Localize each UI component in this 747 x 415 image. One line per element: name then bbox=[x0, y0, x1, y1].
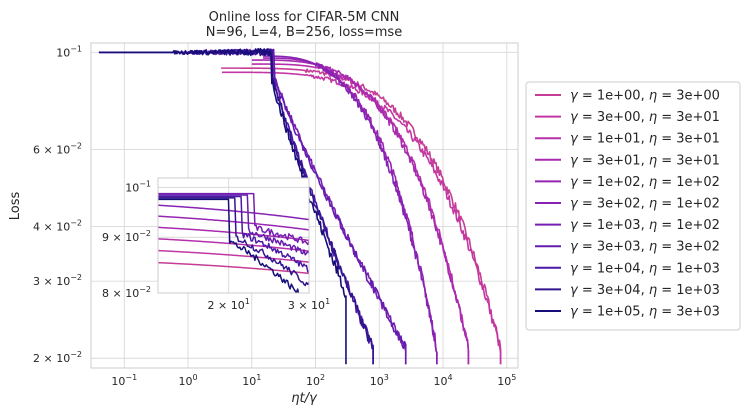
inset-series-line bbox=[158, 195, 309, 273]
legend-label: γ = 1e+02, η = 1e+02 bbox=[570, 175, 720, 190]
inset-series-line bbox=[158, 261, 309, 275]
inset-series-line bbox=[158, 197, 309, 287]
inset-series-line bbox=[158, 192, 309, 246]
inset-plot-series bbox=[158, 192, 309, 293]
x-tick-label: 105 bbox=[497, 373, 516, 388]
inset-series-line bbox=[158, 238, 309, 252]
inset-y-tick-label: 10−1 bbox=[125, 179, 151, 194]
x-tick-label: 101 bbox=[242, 373, 261, 388]
inset-y-tick-label: 8 × 10−2 bbox=[102, 285, 151, 300]
legend-label: γ = 1e+05, η = 3e+03 bbox=[570, 305, 720, 320]
series-line bbox=[262, 55, 438, 365]
main-plot-series bbox=[98, 47, 502, 365]
legend-label: γ = 3e+03, η = 3e+02 bbox=[570, 240, 720, 255]
y-tick-label: 6 × 10−2 bbox=[33, 141, 82, 156]
inset-series-line bbox=[158, 204, 309, 221]
inset-tick-labels: 2 × 101 3 × 101 10−1 9 × 10−2 8 × 10−2 bbox=[102, 179, 330, 312]
inset-series-line bbox=[158, 198, 300, 293]
inset-x-tick-label: 2 × 101 bbox=[208, 297, 250, 312]
inset-y-tick-label: 9 × 10−2 bbox=[102, 229, 151, 244]
y-tick-label: 4 × 10−2 bbox=[33, 218, 82, 233]
main-tick-labels: 10−1 100 101 102 103 104 105 10−1 6 × 10−2 4 × 10… bbox=[33, 44, 516, 388]
series-line bbox=[251, 59, 470, 365]
series-line bbox=[221, 67, 502, 365]
main-axes-frame bbox=[90, 42, 519, 369]
inset-series-line bbox=[158, 249, 309, 263]
legend-label: γ = 3e+04, η = 1e+03 bbox=[570, 283, 720, 298]
legend-box bbox=[525, 81, 741, 331]
x-tick-label: 100 bbox=[179, 373, 198, 388]
chart-title: Online loss for CIFAR-5M CNN bbox=[209, 10, 400, 25]
x-tick-label: 10−1 bbox=[111, 373, 137, 388]
y-tick-label: 3 × 10−2 bbox=[33, 273, 82, 288]
legend-label: γ = 3e+00, η = 3e+01 bbox=[570, 110, 720, 125]
x-tick-label: 102 bbox=[306, 373, 325, 388]
legend-label: γ = 1e+01, η = 3e+01 bbox=[570, 132, 720, 147]
inset-axes-frame bbox=[157, 177, 310, 294]
inset-series-line bbox=[158, 194, 309, 256]
y-tick-label: 2 × 10−2 bbox=[33, 350, 82, 365]
inset-series-line bbox=[158, 226, 309, 242]
inset-x-tick-label: 3 × 101 bbox=[288, 297, 330, 312]
chart-subtitle: N=96, L=4, B=256, loss=mse bbox=[206, 25, 402, 40]
legend: γ = 1e+00, η = 3e+00 γ = 3e+00, η = 3e+01… bbox=[535, 89, 720, 320]
legend-label: γ = 3e+01, η = 3e+01 bbox=[570, 153, 720, 168]
legend-label: γ = 1e+04, η = 1e+03 bbox=[570, 261, 720, 276]
inset-series-line bbox=[158, 215, 309, 231]
x-tick-label: 103 bbox=[370, 373, 389, 388]
x-tick-label: 104 bbox=[433, 373, 452, 388]
y-axis-label: Loss bbox=[8, 192, 23, 221]
legend-label: γ = 1e+03, η = 1e+02 bbox=[570, 218, 720, 233]
legend-label: γ = 3e+02, η = 1e+02 bbox=[570, 197, 720, 212]
x-axis-label: ηt/γ bbox=[291, 391, 318, 406]
legend-label: γ = 1e+00, η = 3e+00 bbox=[570, 89, 720, 104]
y-tick-label: 10−1 bbox=[56, 44, 82, 59]
